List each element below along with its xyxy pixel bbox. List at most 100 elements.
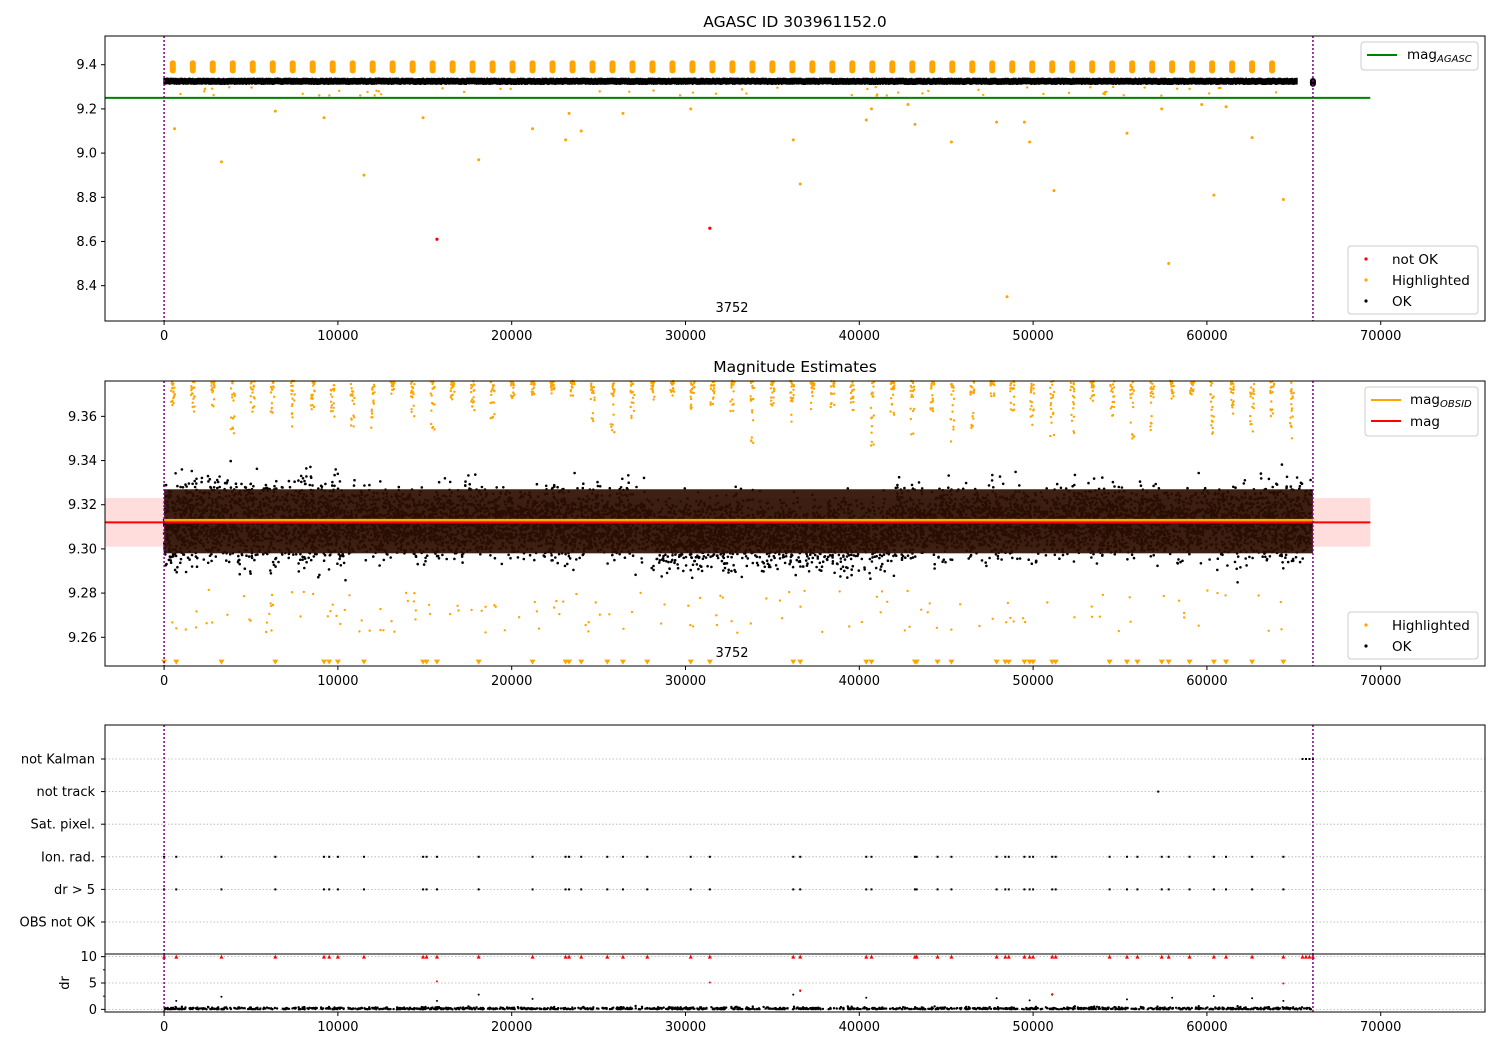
highlighted-point xyxy=(1122,94,1125,97)
flag-row-label: not track xyxy=(36,785,95,800)
highlighted-points-cluster xyxy=(549,60,556,74)
highlighted-point xyxy=(441,87,444,90)
flag-event-marker xyxy=(564,855,567,858)
highlighted-point xyxy=(791,138,795,142)
clipped-low-marker xyxy=(993,659,1000,665)
highlighted-point xyxy=(1212,193,1216,197)
x-tick-label: 50000 xyxy=(1012,329,1053,344)
estimates-scatter-legend: Highlighted OK xyxy=(1347,611,1479,660)
flag-event-marker xyxy=(1125,888,1128,891)
dr-flagged-point xyxy=(708,981,711,984)
estimates-count-annotation: 3752 xyxy=(715,646,748,661)
dr-point xyxy=(1171,996,1174,999)
dr-clipped-marker xyxy=(434,954,439,959)
clipped-low-marker xyxy=(173,659,180,665)
y-tick-label: 9.2 xyxy=(76,102,97,117)
dr-flagged-point xyxy=(435,980,438,983)
dr-clipped-marker xyxy=(1003,954,1008,959)
flag-event-marker xyxy=(1051,888,1054,891)
y-tick-label: 9.36 xyxy=(68,410,97,425)
highlighted-point xyxy=(864,118,868,122)
flag-row-label: Ion. rad. xyxy=(41,850,95,865)
y-tick-label: 8.4 xyxy=(76,279,97,294)
agasc-count-annotation: 3752 xyxy=(715,301,748,316)
highlighted-point xyxy=(1067,91,1071,95)
flag-event-marker xyxy=(425,888,428,891)
flag-event-marker xyxy=(220,888,223,891)
flag-event-marker xyxy=(531,855,534,858)
flag-event-marker xyxy=(1108,888,1111,891)
flag-event-marker xyxy=(1167,855,1170,858)
highlighted-point xyxy=(373,94,376,97)
estimates-panel-title: Magnitude Estimates xyxy=(713,358,877,376)
legend-label-mag: mag xyxy=(1410,414,1440,430)
highlighted-point xyxy=(462,90,466,94)
highlighted-point xyxy=(927,89,930,93)
x-tick-label: 0 xyxy=(160,1020,168,1035)
dr-clipped-marker xyxy=(1135,954,1140,959)
highlighted-point xyxy=(228,86,231,89)
flag-event-marker xyxy=(1051,855,1054,858)
flag-event-marker xyxy=(708,888,711,891)
dr-clipped-marker xyxy=(1027,954,1032,959)
flag-event-marker xyxy=(362,888,365,891)
flag-event-marker xyxy=(1304,758,1307,760)
highlighted-point xyxy=(1042,92,1045,96)
dr-clipped-marker xyxy=(1050,954,1055,959)
highlighted-points-cluster xyxy=(769,60,776,74)
highlighted-point xyxy=(628,90,631,93)
flag-event-marker xyxy=(646,855,649,858)
flag-event-marker xyxy=(1028,855,1031,858)
flag-event-marker xyxy=(792,888,795,891)
flag-event-marker xyxy=(708,855,711,858)
dr-clipped-marker xyxy=(174,954,179,959)
highlighted-point xyxy=(977,88,980,92)
flag-event-marker xyxy=(1032,855,1035,858)
highlighted-points-cluster xyxy=(889,60,896,74)
clipped-low-marker xyxy=(1123,659,1130,665)
flag-event-marker xyxy=(950,888,953,891)
clipped-low-marker xyxy=(790,659,797,665)
flag-event-marker xyxy=(328,855,331,858)
flag-event-marker xyxy=(936,888,939,891)
flag-event-marker xyxy=(870,888,873,891)
x-tick-label: 10000 xyxy=(317,1020,358,1035)
highlighted-points-cluster xyxy=(429,60,436,74)
flag-event-marker xyxy=(995,888,998,891)
dr-clipped-marker xyxy=(335,954,340,959)
highlighted-points-cluster xyxy=(189,60,196,74)
flag-event-marker xyxy=(362,855,365,858)
dr-clipped-marker xyxy=(1166,954,1171,959)
highlighted-points-cluster xyxy=(729,60,736,74)
legend-marker-not-ok xyxy=(1364,257,1368,261)
highlighted-point xyxy=(885,94,888,97)
magnitude-estimates-panel: Magnitude Estimates 0 10000 20000 30000 4000… xyxy=(68,358,1486,689)
x-tick-label: 50000 xyxy=(1012,674,1053,689)
highlighted-points-cluster xyxy=(489,60,496,74)
dr-point xyxy=(865,996,868,999)
highlighted-point xyxy=(652,89,655,92)
y-tick-label: 9.30 xyxy=(68,542,97,557)
flag-event-marker xyxy=(799,888,802,891)
flag-event-marker xyxy=(621,855,624,858)
clipped-low-marker xyxy=(797,659,804,665)
highlighted-points-cluster xyxy=(989,60,996,74)
x-tick-label: 0 xyxy=(160,674,168,689)
clipped-low-marker xyxy=(566,659,573,665)
flag-event-marker xyxy=(1023,855,1026,858)
clipped-low-marker xyxy=(1223,659,1230,665)
flag-event-marker xyxy=(1136,855,1139,858)
flag-row-label: not Kalman xyxy=(21,753,95,768)
highlighted-points-cluster xyxy=(1189,60,1196,74)
legend-box xyxy=(1347,611,1479,660)
clipped-low-marker xyxy=(1280,659,1287,665)
dr-point xyxy=(995,997,998,1000)
y-tick-label: 8.6 xyxy=(76,235,97,250)
flag-event-marker xyxy=(870,855,873,858)
dr-panel: 0 10000 20000 30000 40000 50000 60000 70000 0 5 10… xyxy=(58,950,1486,1035)
flag-event-marker xyxy=(646,888,649,891)
flag-event-marker xyxy=(1251,888,1254,891)
dr-clipped-marker xyxy=(688,954,693,959)
highlighted-points-cluster xyxy=(609,60,616,74)
